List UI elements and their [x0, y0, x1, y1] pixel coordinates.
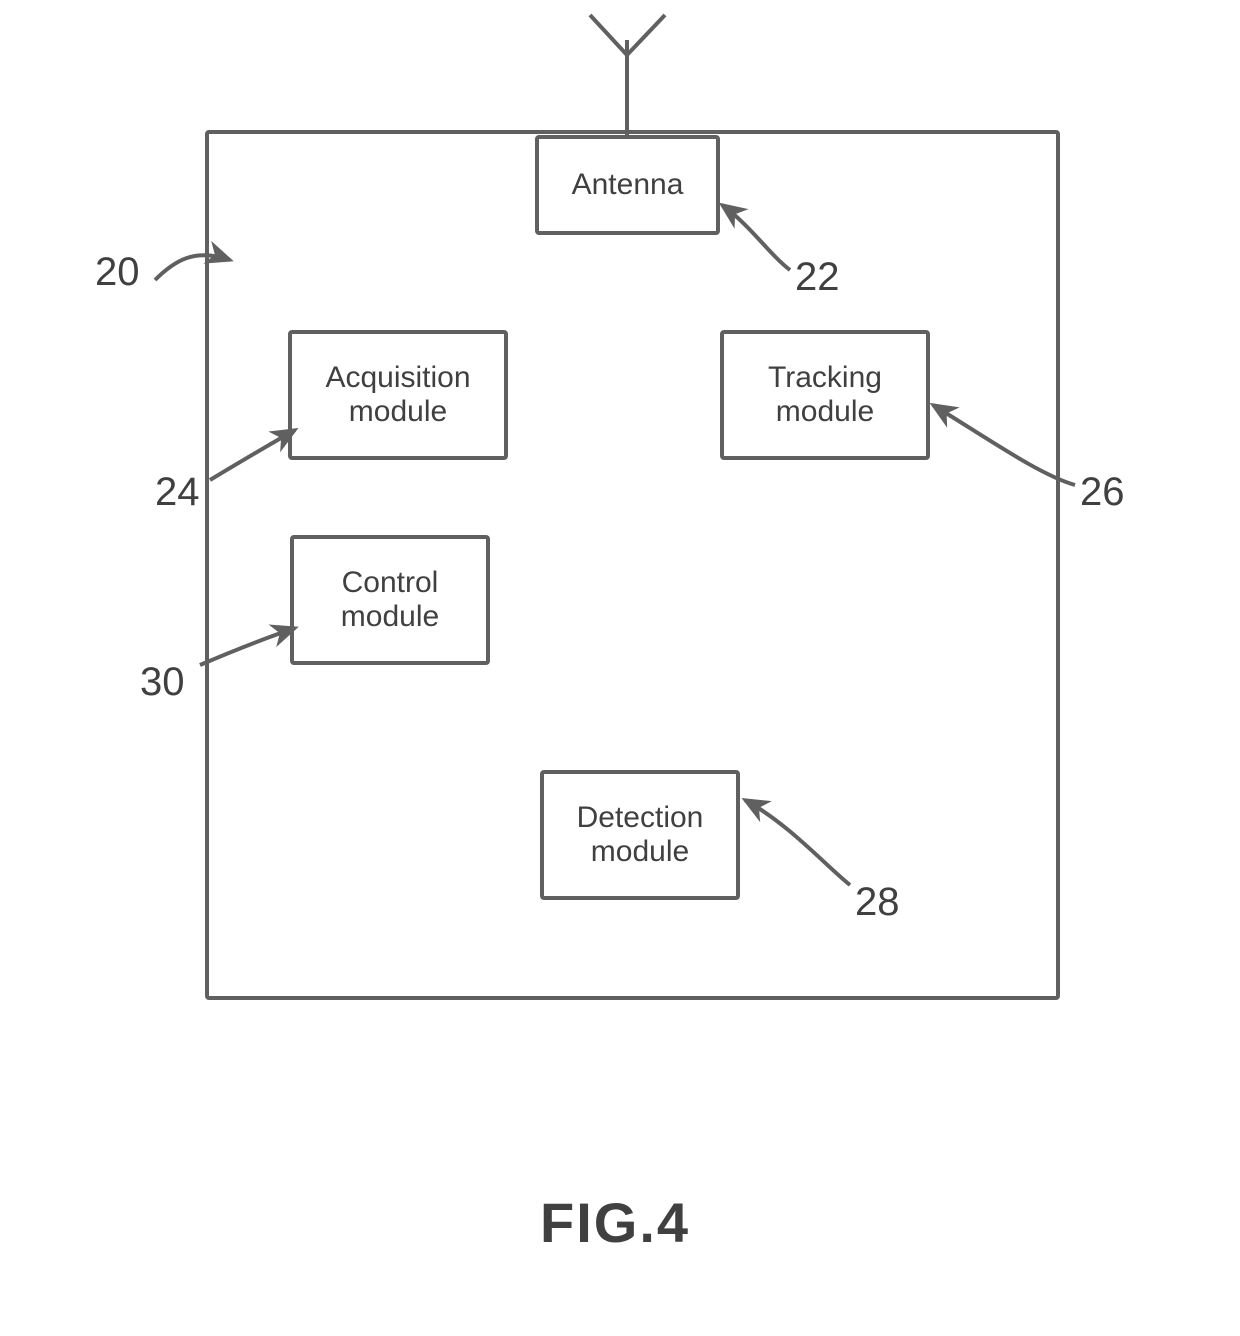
ref-30-label: 30 — [140, 660, 185, 705]
figure-caption: FIG.4 — [540, 1190, 690, 1255]
antenna-module: Antenna — [535, 135, 720, 235]
ref-26-label: 26 — [1080, 470, 1125, 515]
tracking-module: Tracking module — [720, 330, 930, 460]
control-module: Control module — [290, 535, 490, 665]
antenna-module-label: Antenna — [572, 168, 684, 203]
antenna-symbol — [590, 15, 665, 135]
acquisition-module-label: Acquisition module — [325, 361, 470, 430]
antenna-left — [590, 15, 627, 55]
diagram-canvas: Antenna Acquisition module Tracking modu… — [0, 0, 1240, 1336]
tracking-module-label: Tracking module — [768, 361, 882, 430]
control-module-label: Control module — [341, 566, 439, 635]
acquisition-module: Acquisition module — [288, 330, 508, 460]
ref-22-label: 22 — [795, 255, 840, 300]
ref-28-label: 28 — [855, 880, 900, 925]
antenna-right — [627, 15, 665, 55]
ref-24-label: 24 — [155, 470, 200, 515]
ref-20-label: 20 — [95, 250, 140, 295]
detection-module-label: Detection module — [577, 801, 704, 870]
detection-module: Detection module — [540, 770, 740, 900]
